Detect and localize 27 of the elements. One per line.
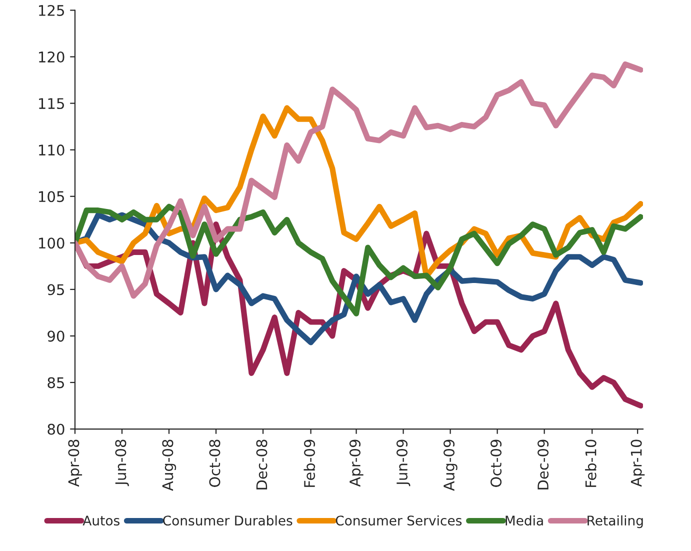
x-tick-label: Feb-10 xyxy=(585,440,596,487)
x-tick-label: Apr-10 xyxy=(630,440,645,487)
x-tick-label: Jun-09 xyxy=(396,440,410,486)
x-tick-label: Aug-09 xyxy=(444,440,458,491)
x-tick-label: Apr-08 xyxy=(68,440,82,487)
legend-label: Retailing xyxy=(588,515,643,528)
y-tick-label: 85 xyxy=(48,377,64,388)
y-tick-label: 95 xyxy=(48,284,64,296)
y-tick-label: 100 xyxy=(39,238,64,249)
x-tick-label: Feb-09 xyxy=(304,440,316,487)
y-tick-label: 90 xyxy=(48,330,64,342)
x-tick-label: Jun-08 xyxy=(115,440,129,486)
x-tick-label: Aug-08 xyxy=(162,440,176,491)
legend-label: Consumer Services xyxy=(336,515,462,526)
legend-label: Consumer Durables xyxy=(163,515,292,526)
y-tick-label: 125 xyxy=(39,4,64,16)
x-tick-label: Dec-08 xyxy=(256,440,268,490)
legend-label: Media xyxy=(506,515,543,526)
y-tick-label: 105 xyxy=(39,191,64,202)
y-tick-label: 80 xyxy=(48,424,64,435)
x-tick-label: Dec-09 xyxy=(538,440,549,490)
y-tick-label: 120 xyxy=(39,51,64,63)
y-tick-label: 115 xyxy=(39,98,64,110)
x-tick-label: Apr-09 xyxy=(349,440,364,487)
y-tick-label: 110 xyxy=(39,144,64,156)
x-tick-label: Oct-08 xyxy=(209,440,220,487)
x-tick-label: Oct-09 xyxy=(490,440,502,487)
